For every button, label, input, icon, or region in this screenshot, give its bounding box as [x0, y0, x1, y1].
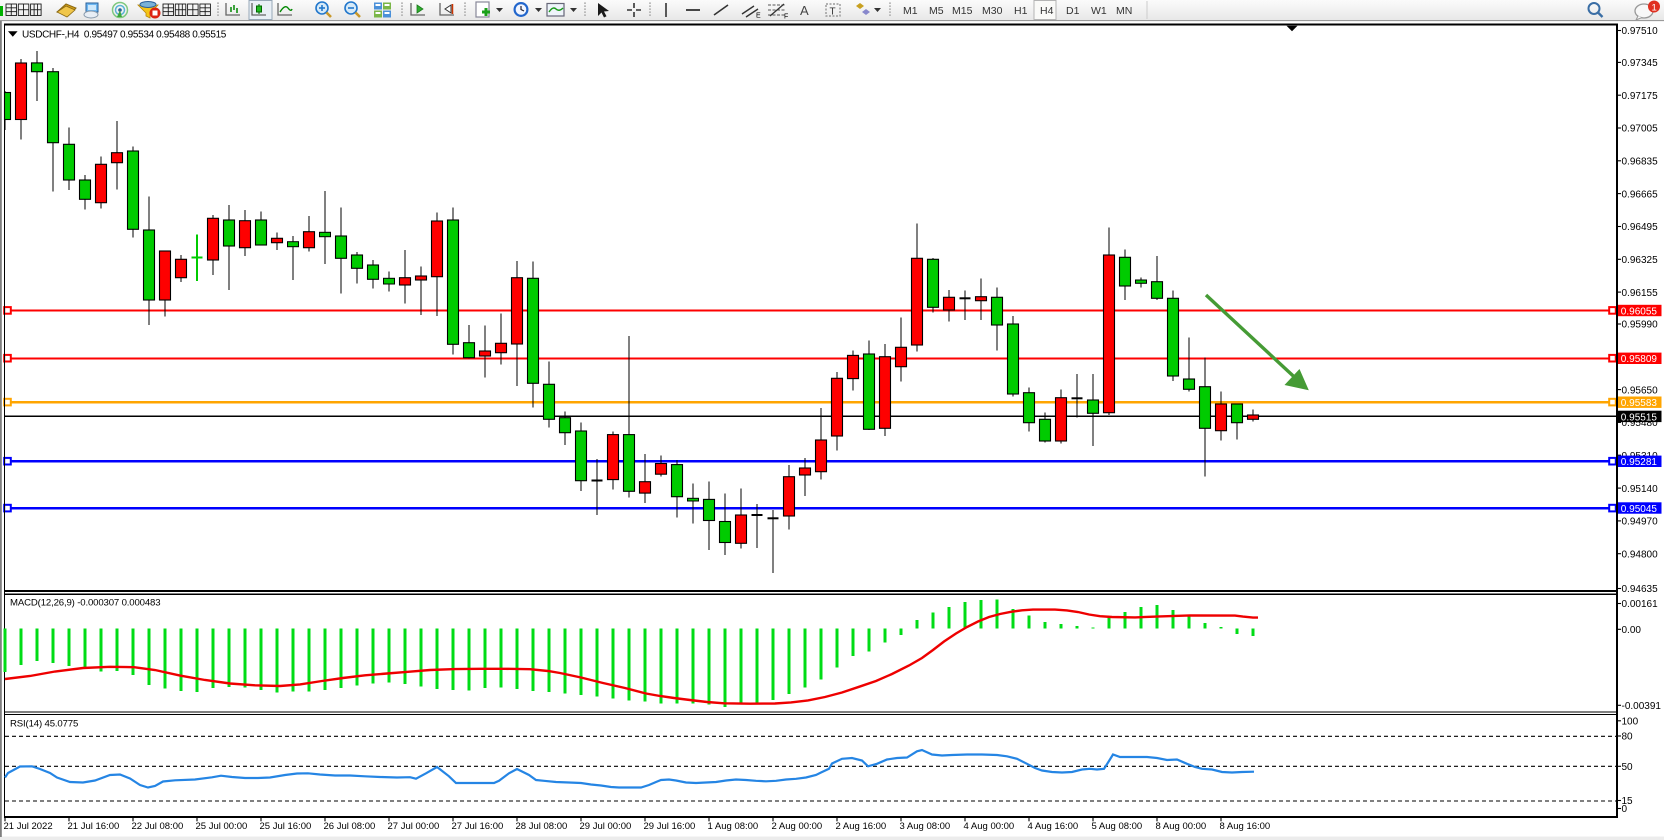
svg-text:MACD(12,26,9) -0.000307 0.0004: MACD(12,26,9) -0.000307 0.000483 [10, 597, 160, 608]
svg-text:MN: MN [1116, 5, 1132, 17]
svg-text:0.96665: 0.96665 [1622, 189, 1659, 200]
svg-text:0.94635: 0.94635 [1622, 584, 1659, 595]
svg-text:4 Aug 00:00: 4 Aug 00:00 [964, 821, 1015, 832]
svg-text:27 Jul 00:00: 27 Jul 00:00 [388, 821, 440, 832]
svg-text:28 Jul 08:00: 28 Jul 08:00 [516, 821, 568, 832]
svg-text:21 Jul 16:00: 21 Jul 16:00 [68, 821, 120, 832]
svg-text:25 Jul 16:00: 25 Jul 16:00 [260, 821, 312, 832]
svg-text:29 Jul 00:00: 29 Jul 00:00 [580, 821, 632, 832]
svg-text:3 Aug 08:00: 3 Aug 08:00 [900, 821, 951, 832]
svg-text:E: E [756, 13, 761, 20]
svg-text:RSI(14) 45.0775: RSI(14) 45.0775 [10, 718, 78, 729]
svg-text:0.95809: 0.95809 [1621, 354, 1658, 365]
svg-text:0.96835: 0.96835 [1622, 157, 1659, 168]
svg-text:80: 80 [1622, 732, 1634, 743]
svg-text:0.95045: 0.95045 [1621, 504, 1658, 515]
svg-text:D1: D1 [1066, 5, 1080, 17]
svg-text:0.96325: 0.96325 [1622, 255, 1659, 266]
svg-text:0.95515: 0.95515 [1621, 412, 1658, 423]
svg-text:M1: M1 [903, 5, 918, 17]
svg-text:W1: W1 [1091, 5, 1107, 17]
svg-text:0.97005: 0.97005 [1622, 124, 1659, 135]
svg-text:5 Aug 08:00: 5 Aug 08:00 [1092, 821, 1143, 832]
svg-text:0.95140: 0.95140 [1622, 484, 1659, 495]
svg-text:M5: M5 [929, 5, 944, 17]
svg-text:25 Jul 00:00: 25 Jul 00:00 [196, 821, 248, 832]
svg-text:8 Aug 16:00: 8 Aug 16:00 [1220, 821, 1271, 832]
svg-text:0.95480: 0.95480 [1622, 418, 1659, 429]
svg-text:0.97175: 0.97175 [1622, 91, 1659, 102]
svg-text:0.97510: 0.97510 [1622, 26, 1659, 37]
svg-text:H4: H4 [1040, 5, 1054, 17]
svg-text:27 Jul 16:00: 27 Jul 16:00 [452, 821, 504, 832]
svg-text:0.00: 0.00 [1622, 625, 1642, 636]
svg-text:F: F [784, 14, 788, 21]
svg-text:M15: M15 [952, 5, 973, 17]
svg-text:0.96055: 0.96055 [1621, 306, 1658, 317]
svg-text:15: 15 [1622, 796, 1634, 807]
svg-text:1 Aug 08:00: 1 Aug 08:00 [708, 821, 759, 832]
svg-text:2 Aug 16:00: 2 Aug 16:00 [836, 821, 887, 832]
svg-text:0.95281: 0.95281 [1621, 457, 1658, 468]
svg-text:26 Jul 08:00: 26 Jul 08:00 [324, 821, 376, 832]
svg-text:22 Jul 08:00: 22 Jul 08:00 [132, 821, 184, 832]
svg-text:0.97345: 0.97345 [1622, 58, 1659, 69]
svg-text:A: A [800, 3, 809, 18]
svg-text:H1: H1 [1014, 5, 1028, 17]
svg-text:8 Aug 00:00: 8 Aug 00:00 [1156, 821, 1207, 832]
svg-text:0.00161: 0.00161 [1622, 599, 1659, 610]
svg-text:0.96155: 0.96155 [1622, 288, 1659, 299]
svg-text:21 Jul 2022: 21 Jul 2022 [4, 821, 53, 832]
svg-text:1: 1 [1652, 3, 1657, 14]
svg-text:T: T [830, 7, 836, 18]
svg-text:2 Aug 00:00: 2 Aug 00:00 [772, 821, 823, 832]
svg-text:50: 50 [1622, 762, 1634, 773]
svg-text:100: 100 [1622, 717, 1639, 728]
svg-text:29 Jul 16:00: 29 Jul 16:00 [644, 821, 696, 832]
svg-text:0.94800: 0.94800 [1622, 549, 1659, 560]
svg-text:0.95650: 0.95650 [1622, 385, 1659, 396]
svg-text:0.95583: 0.95583 [1621, 398, 1658, 409]
svg-text:USDCHF-,H4 0.95497 0.95534 0.: USDCHF-,H4 0.95497 0.95534 0.95488 0.955… [22, 29, 227, 40]
svg-text:M30: M30 [982, 5, 1003, 17]
svg-text:0: 0 [1622, 804, 1628, 815]
svg-text:-0.00391: -0.00391 [1622, 701, 1662, 712]
svg-text:0.96495: 0.96495 [1622, 222, 1659, 233]
svg-text:0.95990: 0.95990 [1622, 320, 1659, 331]
svg-text:4 Aug 16:00: 4 Aug 16:00 [1028, 821, 1079, 832]
svg-text:0.94970: 0.94970 [1622, 517, 1659, 528]
